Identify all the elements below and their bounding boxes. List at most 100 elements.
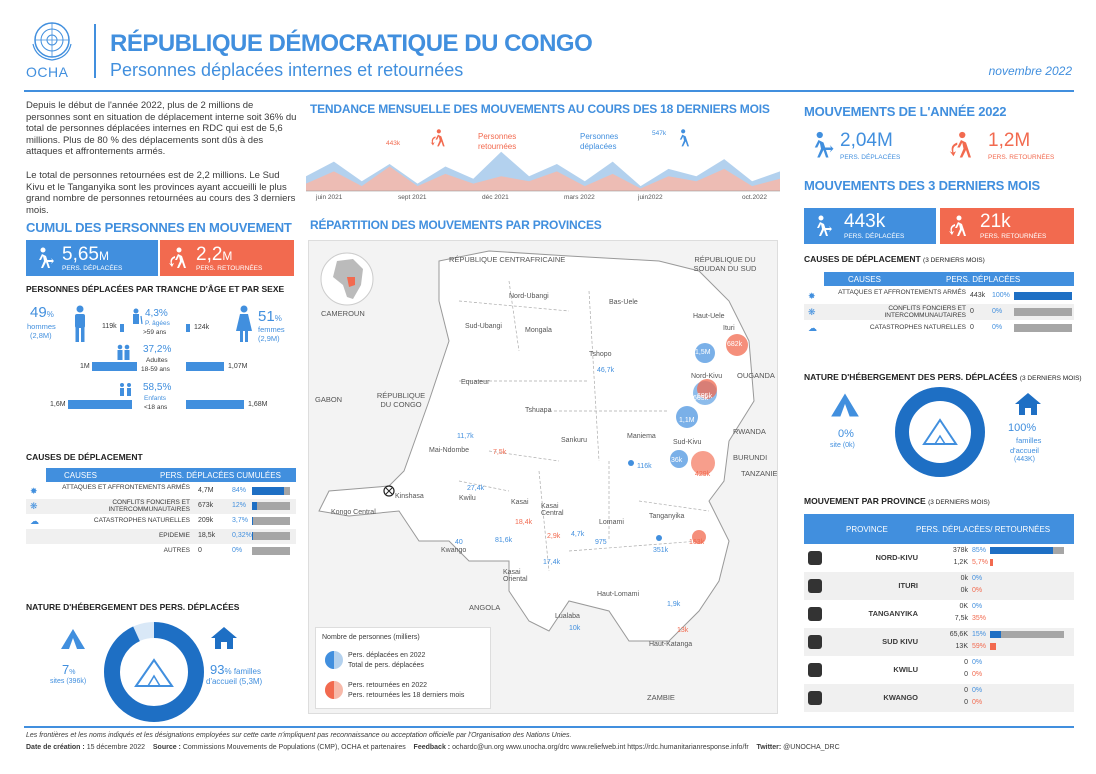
heberg-right-title: NATURE D'HÉBERGEMENT DES PERS. DÉPLACÉES…	[804, 372, 1082, 382]
cause-pct: 0%	[992, 324, 1003, 331]
cause-value: 0	[198, 547, 202, 554]
header-divider	[94, 24, 96, 78]
map-dep-value: 1,1M	[679, 417, 695, 424]
par-province-header: PROVINCE PERS. DÉPLACÉES/ RETOURNÉES	[804, 514, 1074, 544]
walking-person-icon	[817, 215, 832, 236]
agees-label: P. âgées	[145, 320, 170, 327]
legend-title: Nombre de personnes (milliers)	[322, 634, 420, 641]
femmes-pct: 51	[258, 308, 275, 325]
province-dep-bar-bg	[990, 631, 1064, 638]
province-shape-icon	[808, 607, 822, 621]
cause-label: ATTAQUES ET AFFRONTEMENTS ARMÉS	[838, 289, 966, 296]
province-dep-pct: 0%	[972, 603, 983, 610]
province-ret: 1,2K	[953, 559, 968, 566]
footer-source-label: Source :	[152, 744, 181, 751]
province-ret-bar	[990, 643, 996, 650]
trois-mois-dep-value: 443k	[844, 211, 886, 232]
causes-right-note: (3 DERNIERS MOIS)	[923, 257, 985, 264]
enfants-pct: 58,5%	[143, 382, 172, 393]
cause-bar	[252, 517, 254, 525]
province-label: Nord-Kivu	[691, 373, 723, 380]
province-label: Sud-Ubangi	[465, 323, 502, 330]
causes-right-col1: CAUSES	[848, 275, 881, 284]
cause-bar	[1014, 292, 1072, 300]
province-label: Kasai Central	[541, 503, 564, 517]
heberg-right-donut	[895, 387, 985, 477]
causes-right-title: CAUSES DE DÉPLACEMENT (3 DERNIERS MOIS)	[804, 254, 985, 264]
province-dep-pct: 0%	[972, 659, 983, 666]
map-bubbles	[628, 334, 748, 544]
map-frame: RÉPUBLIQUE CENTRAFRICAINE RÉPUBLIQUE DU …	[308, 240, 778, 714]
trend-dep-peak: 547k	[652, 130, 667, 137]
cause-value: 0	[970, 308, 974, 315]
province-ret-pct: 5,7%	[972, 559, 988, 566]
annee-ret-value: 1,2M	[988, 130, 1031, 151]
footer-feedback[interactable]: ochardc@un.org www.unocha.org/drc www.re…	[452, 744, 749, 751]
legend-ret2: Pers. retournées les 18 derniers mois	[348, 692, 465, 699]
province-label: Sud-Kivu	[673, 439, 702, 446]
footer-source: Commissions Mouvements de Populations (C…	[182, 744, 406, 751]
par-province-col2: PERS. DÉPLACÉES/ RETOURNÉES	[916, 525, 1051, 534]
footer-twitter[interactable]: @UNOCHA_DRC	[783, 744, 840, 751]
country-label: RÉPUBLIQUE CENTRAFRICAINE	[449, 255, 566, 264]
cause-bar-bg	[252, 532, 290, 540]
agees-range: >59 ans	[143, 329, 167, 336]
tent-icon	[61, 629, 85, 649]
table-row: ✸ ATTAQUES ET AFFRONTEMENTS ARMÉS 4,7M 84%	[26, 484, 296, 499]
trend-month-label: déc 2021	[482, 194, 509, 201]
cause-label: CONFLITS FONCIERS ET INTERCOMMUNAUTAIRES	[884, 305, 967, 319]
annee-returning-icon	[949, 131, 971, 158]
family-shelter-icon	[922, 418, 958, 445]
province-label: Tshopo	[589, 351, 612, 358]
province-shape-icon	[808, 635, 822, 649]
page-subtitle: Personnes déplacées internes et retourné…	[110, 60, 464, 80]
map-dep-value: 1,5M	[695, 349, 711, 356]
causes-left-table: ✸ ATTAQUES ET AFFRONTEMENTS ARMÉS 4,7M 84% ❋…	[26, 484, 296, 559]
trend-months: juin 2021 sept 2021 déc 2021 mars 2022 juin2…	[306, 194, 780, 204]
elder-icon	[133, 308, 143, 324]
cause-bar-bg	[1014, 324, 1072, 332]
cause-pct: 84%	[232, 487, 247, 494]
trend-dep-label: Personnes déplacées	[580, 132, 619, 151]
province-shape-icon	[808, 663, 822, 677]
map-dep-value: 1,9k	[667, 601, 681, 608]
province-label: Mongala	[525, 327, 552, 334]
footer-disclaimer: Les frontières et les noms indiqués et l…	[26, 732, 572, 739]
trend-chart	[306, 151, 780, 192]
province-ret: 7,5k	[954, 615, 968, 622]
trois-mois-dep-label: PERS. DÉPLACÉES	[844, 233, 905, 240]
enfants-left-value: 1,6M	[50, 401, 66, 408]
country-label: OUGANDA	[737, 371, 775, 380]
map-dep-value: 46,7k	[597, 367, 615, 374]
map-dep-value: 665k	[693, 395, 709, 402]
province-dep: 0K	[959, 603, 968, 610]
country-label: BURUNDI	[733, 453, 768, 462]
province-name: KWANGO	[883, 693, 918, 702]
province-label: Kasai	[511, 499, 529, 506]
cause-bar-bg	[252, 502, 290, 510]
legend-dep2: Total de pers. déplacées	[348, 662, 424, 669]
causes-right-header: CAUSES PERS. DÉPLACÉES	[824, 272, 1074, 286]
age-sex-title: PERSONNES DÉPLACÉES PAR TRANCHE D'ÂGE ET…	[26, 284, 285, 294]
province-dep: 0	[964, 659, 968, 666]
hommes-label: hommes	[27, 322, 56, 331]
familles-label: familles	[233, 667, 261, 676]
province-dep-pct: 0%	[972, 687, 983, 694]
trend-returning-icon	[430, 129, 445, 147]
province-label: Kwango	[441, 547, 467, 554]
map-dep-value: 81,6k	[495, 537, 513, 544]
par-province-col1: PROVINCE	[846, 525, 888, 534]
causes-left-title: CAUSES DE DÉPLACEMENT	[26, 452, 143, 462]
province-label: Kasai Oriental	[503, 569, 528, 583]
annee-dep-label: PERS. DÉPLACÉES	[840, 154, 901, 161]
country-label: ANGOLA	[469, 603, 501, 612]
province-dep: 0	[964, 687, 968, 694]
house-icon	[211, 627, 237, 649]
cause-value: 0	[970, 324, 974, 331]
causes-left-header: CAUSES PERS. DÉPLACÉES CUMULÉES	[46, 468, 296, 482]
femmes-pct-sign: %	[274, 314, 282, 323]
heberg-right-fam-sub: d'accueil	[1010, 446, 1039, 455]
table-row: NORD-KIVU 378k 85% 1,2K 5,7%	[804, 544, 1074, 572]
trend-ret-peak: 443k	[386, 140, 401, 147]
cause-pct: 12%	[232, 502, 247, 509]
